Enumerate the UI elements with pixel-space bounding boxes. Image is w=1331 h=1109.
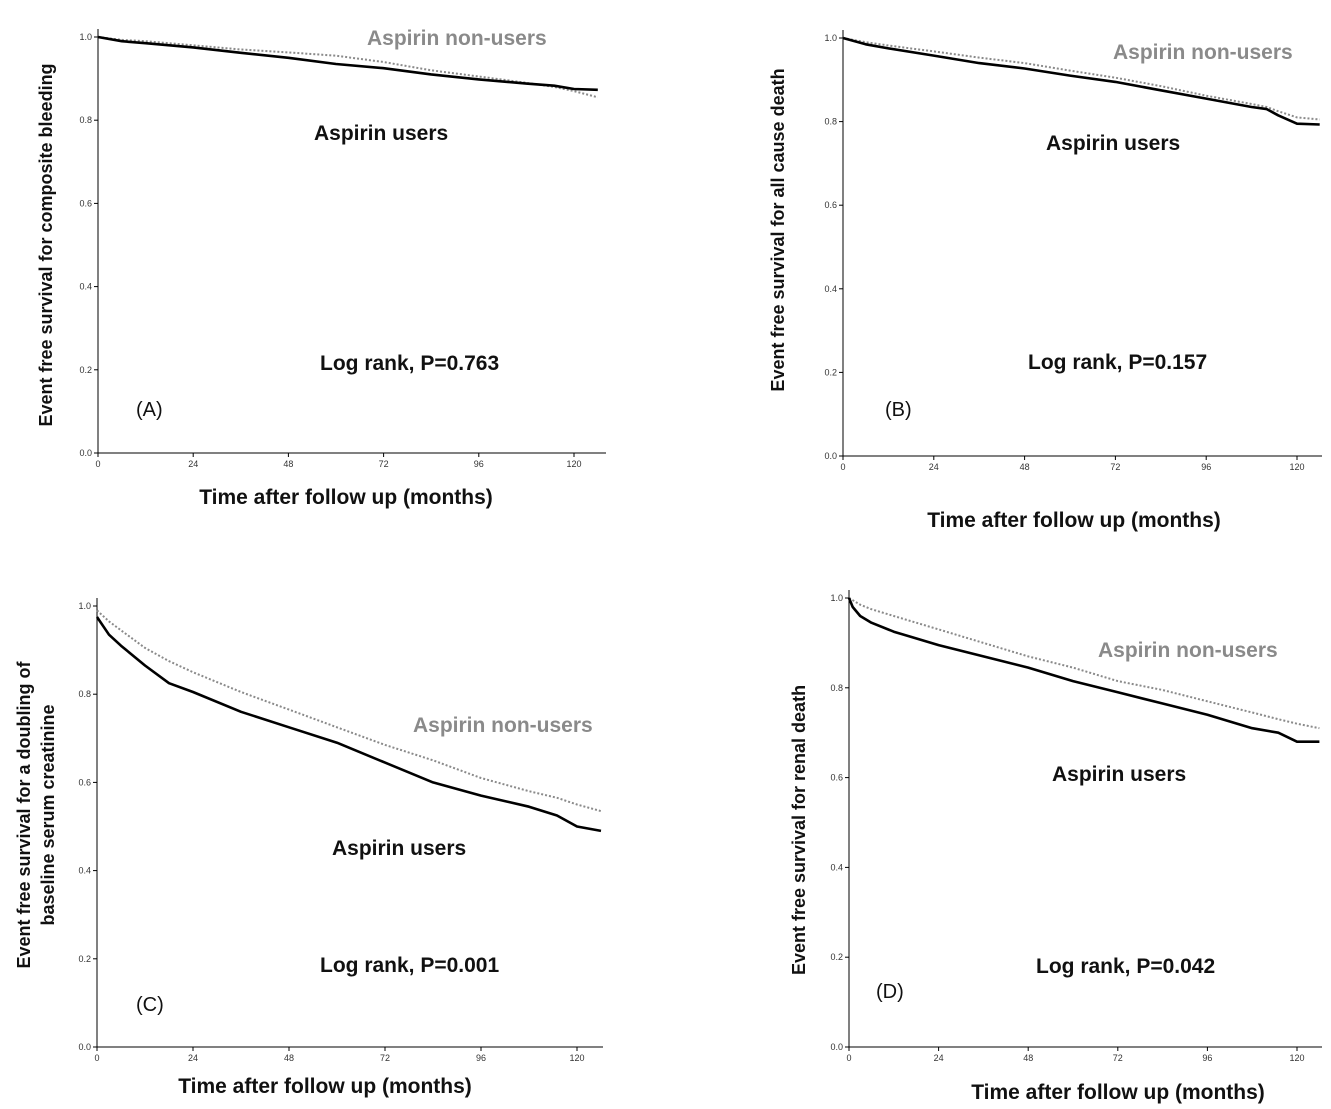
y-tick-label: 0.6 [824,200,837,210]
y-tick-label: 0.0 [79,448,92,458]
x-tick-label: 96 [1202,1053,1212,1063]
x-tick-label: 24 [188,459,198,469]
x-tick-label: 72 [380,1053,390,1063]
panel-d: 0.0 0.2 0.4 0.6 0.8 1.0 0 24 48 72 96 120 Aspirin us… [789,590,1322,1104]
x-tick-label: 24 [188,1053,198,1063]
y-tick-label: 1.0 [79,32,92,42]
y-tick-label: 0.8 [830,683,843,693]
y-tick-label: 1.0 [824,33,837,43]
series-label-aspirin-users: Aspirin users [314,122,448,145]
x-tick-label: 72 [1113,1053,1123,1063]
series-label-aspirin-non-users: Aspirin non-users [367,27,547,50]
y-tick-label: 0.6 [78,777,91,787]
x-tick-label: 48 [1020,462,1030,472]
x-tick-label: 120 [1289,462,1304,472]
series-label-aspirin-users: Aspirin users [332,837,466,860]
y-tick-label: 0.6 [830,773,843,783]
y-tick-label: 0.4 [79,282,92,292]
series-label-aspirin-users: Aspirin users [1052,763,1186,786]
x-tick-label: 0 [95,459,100,469]
series-label-aspirin-non-users: Aspirin non-users [413,714,593,737]
x-tick-label: 120 [566,459,581,469]
x-tick-label: 0 [846,1053,851,1063]
y-tick-label: 0.8 [824,117,837,127]
y-axis-label: Event free survival for all cause death [768,68,788,391]
y-axis-label: Event free survival for composite bleedi… [36,63,56,426]
x-tick-label: 96 [474,459,484,469]
series-line-aspirin-non-users [842,37,1320,121]
series-line-aspirin-users [95,616,602,833]
x-tick-label: 120 [569,1053,584,1063]
series-line-aspirin-non-users [96,609,602,813]
x-tick-label: 48 [1023,1053,1033,1063]
x-axis-label: Time after follow up (months) [178,1075,472,1098]
log-rank-annotation: Log rank, P=0.001 [320,954,499,977]
series-line-aspirin-users [97,35,598,92]
log-rank-annotation: Log rank, P=0.042 [1036,955,1215,978]
series-line-aspirin-non-users [848,597,1320,730]
x-tick-label: 24 [934,1053,944,1063]
panel-label: (D) [876,981,904,1003]
panel-label: (B) [885,399,912,421]
x-tick-label: 96 [476,1053,486,1063]
x-tick-label: 24 [929,462,939,472]
log-rank-annotation: Log rank, P=0.763 [320,352,499,375]
y-tick-label: 0.2 [830,952,843,962]
y-tick-label: 0.2 [78,954,91,964]
y-tick-label: 0.4 [824,284,837,294]
y-axis-label-line: baseline serum creatinine [38,704,58,925]
x-tick-label: 0 [94,1053,99,1063]
x-tick-label: 48 [283,459,293,469]
series-label-aspirin-non-users: Aspirin non-users [1098,639,1278,662]
series-label-aspirin-non-users: Aspirin non-users [1113,41,1293,64]
y-tick-label: 0.4 [830,862,843,872]
panel-a: 0.0 0.2 0.4 0.6 0.8 1.0 0 24 48 72 96 120 Aspirin us… [36,27,606,509]
y-axis-label: Event free survival for renal death [789,685,809,975]
y-tick-label: 0.4 [78,866,91,876]
y-tick-label: 0.8 [79,115,92,125]
y-axis-label-line: Event free survival for a doubling of [14,660,34,968]
series-label-aspirin-users: Aspirin users [1046,132,1180,155]
y-tick-label: 0.8 [78,689,91,699]
y-tick-label: 0.0 [830,1042,843,1052]
series-line-aspirin-users [847,597,1320,744]
panel-b: 0.0 0.2 0.4 0.6 0.8 1.0 0 24 48 72 96 120 Aspirin us… [768,30,1322,532]
x-tick-label: 96 [1201,462,1211,472]
y-tick-label: 0.0 [78,1042,91,1052]
y-tick-label: 1.0 [78,601,91,611]
x-axis-label: Time after follow up (months) [927,509,1221,532]
x-tick-label: 72 [379,459,389,469]
x-tick-label: 48 [284,1053,294,1063]
y-tick-label: 0.2 [824,367,837,377]
series-line-aspirin-users [842,36,1320,126]
panel-label: (C) [136,994,164,1016]
x-tick-label: 120 [1289,1053,1304,1063]
x-axis-label: Time after follow up (months) [199,486,493,509]
y-tick-label: 0.6 [79,198,92,208]
y-axis-label: Event free survival for a doubling of bas… [14,660,58,968]
x-tick-label: 72 [1110,462,1120,472]
y-tick-label: 0.0 [824,451,837,461]
x-tick-label: 0 [840,462,845,472]
x-axis-label: Time after follow up (months) [971,1081,1265,1104]
panel-c: 0.0 0.2 0.4 0.6 0.8 1.0 0 24 48 72 96 120 Aspirin us… [14,598,603,1098]
log-rank-annotation: Log rank, P=0.157 [1028,351,1207,374]
panel-label: (A) [136,399,163,421]
y-tick-label: 0.2 [79,365,92,375]
y-tick-label: 1.0 [830,593,843,603]
